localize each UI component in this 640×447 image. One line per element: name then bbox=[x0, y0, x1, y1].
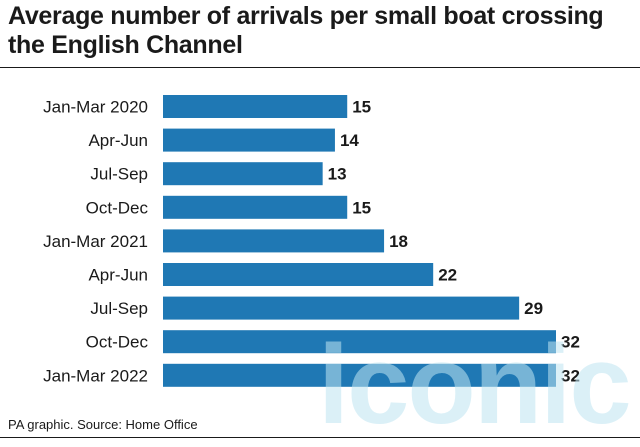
value-label: 14 bbox=[340, 131, 359, 150]
category-label: Jul-Sep bbox=[90, 165, 148, 184]
category-label: Apr-Jun bbox=[88, 266, 148, 285]
source-note: PA graphic. Source: Home Office bbox=[8, 417, 198, 432]
title-divider bbox=[0, 67, 640, 68]
category-label: Jan-Mar 2021 bbox=[43, 232, 148, 251]
category-label: Jan-Mar 2022 bbox=[43, 366, 148, 385]
bar bbox=[163, 162, 323, 186]
bar bbox=[163, 363, 556, 387]
value-label: 15 bbox=[352, 98, 371, 117]
bar bbox=[163, 229, 385, 253]
bar bbox=[163, 330, 556, 354]
bottom-divider bbox=[0, 437, 640, 438]
value-label: 15 bbox=[352, 198, 371, 217]
value-label: 29 bbox=[524, 299, 543, 318]
bar bbox=[163, 263, 434, 286]
category-label: Oct-Dec bbox=[86, 333, 149, 352]
bar bbox=[163, 128, 335, 152]
value-label: 18 bbox=[389, 232, 408, 251]
category-label: Jul-Sep bbox=[90, 299, 148, 318]
value-label: 13 bbox=[328, 165, 347, 184]
value-label: 22 bbox=[438, 266, 457, 285]
category-label: Jan-Mar 2020 bbox=[43, 98, 148, 117]
value-label: 32 bbox=[561, 333, 580, 352]
chart-title: Average number of arrivals per small boa… bbox=[8, 2, 604, 59]
category-label: Apr-Jun bbox=[88, 131, 148, 150]
bar bbox=[163, 195, 348, 219]
bar bbox=[163, 296, 520, 320]
category-label: Oct-Dec bbox=[86, 198, 149, 217]
bar-chart: Jan-Mar 2020 15 Apr-Jun 14 Jul-Sep 13 Oct-Dec 1… bbox=[43, 95, 580, 387]
value-label: 32 bbox=[561, 366, 580, 385]
bar bbox=[163, 95, 348, 118]
